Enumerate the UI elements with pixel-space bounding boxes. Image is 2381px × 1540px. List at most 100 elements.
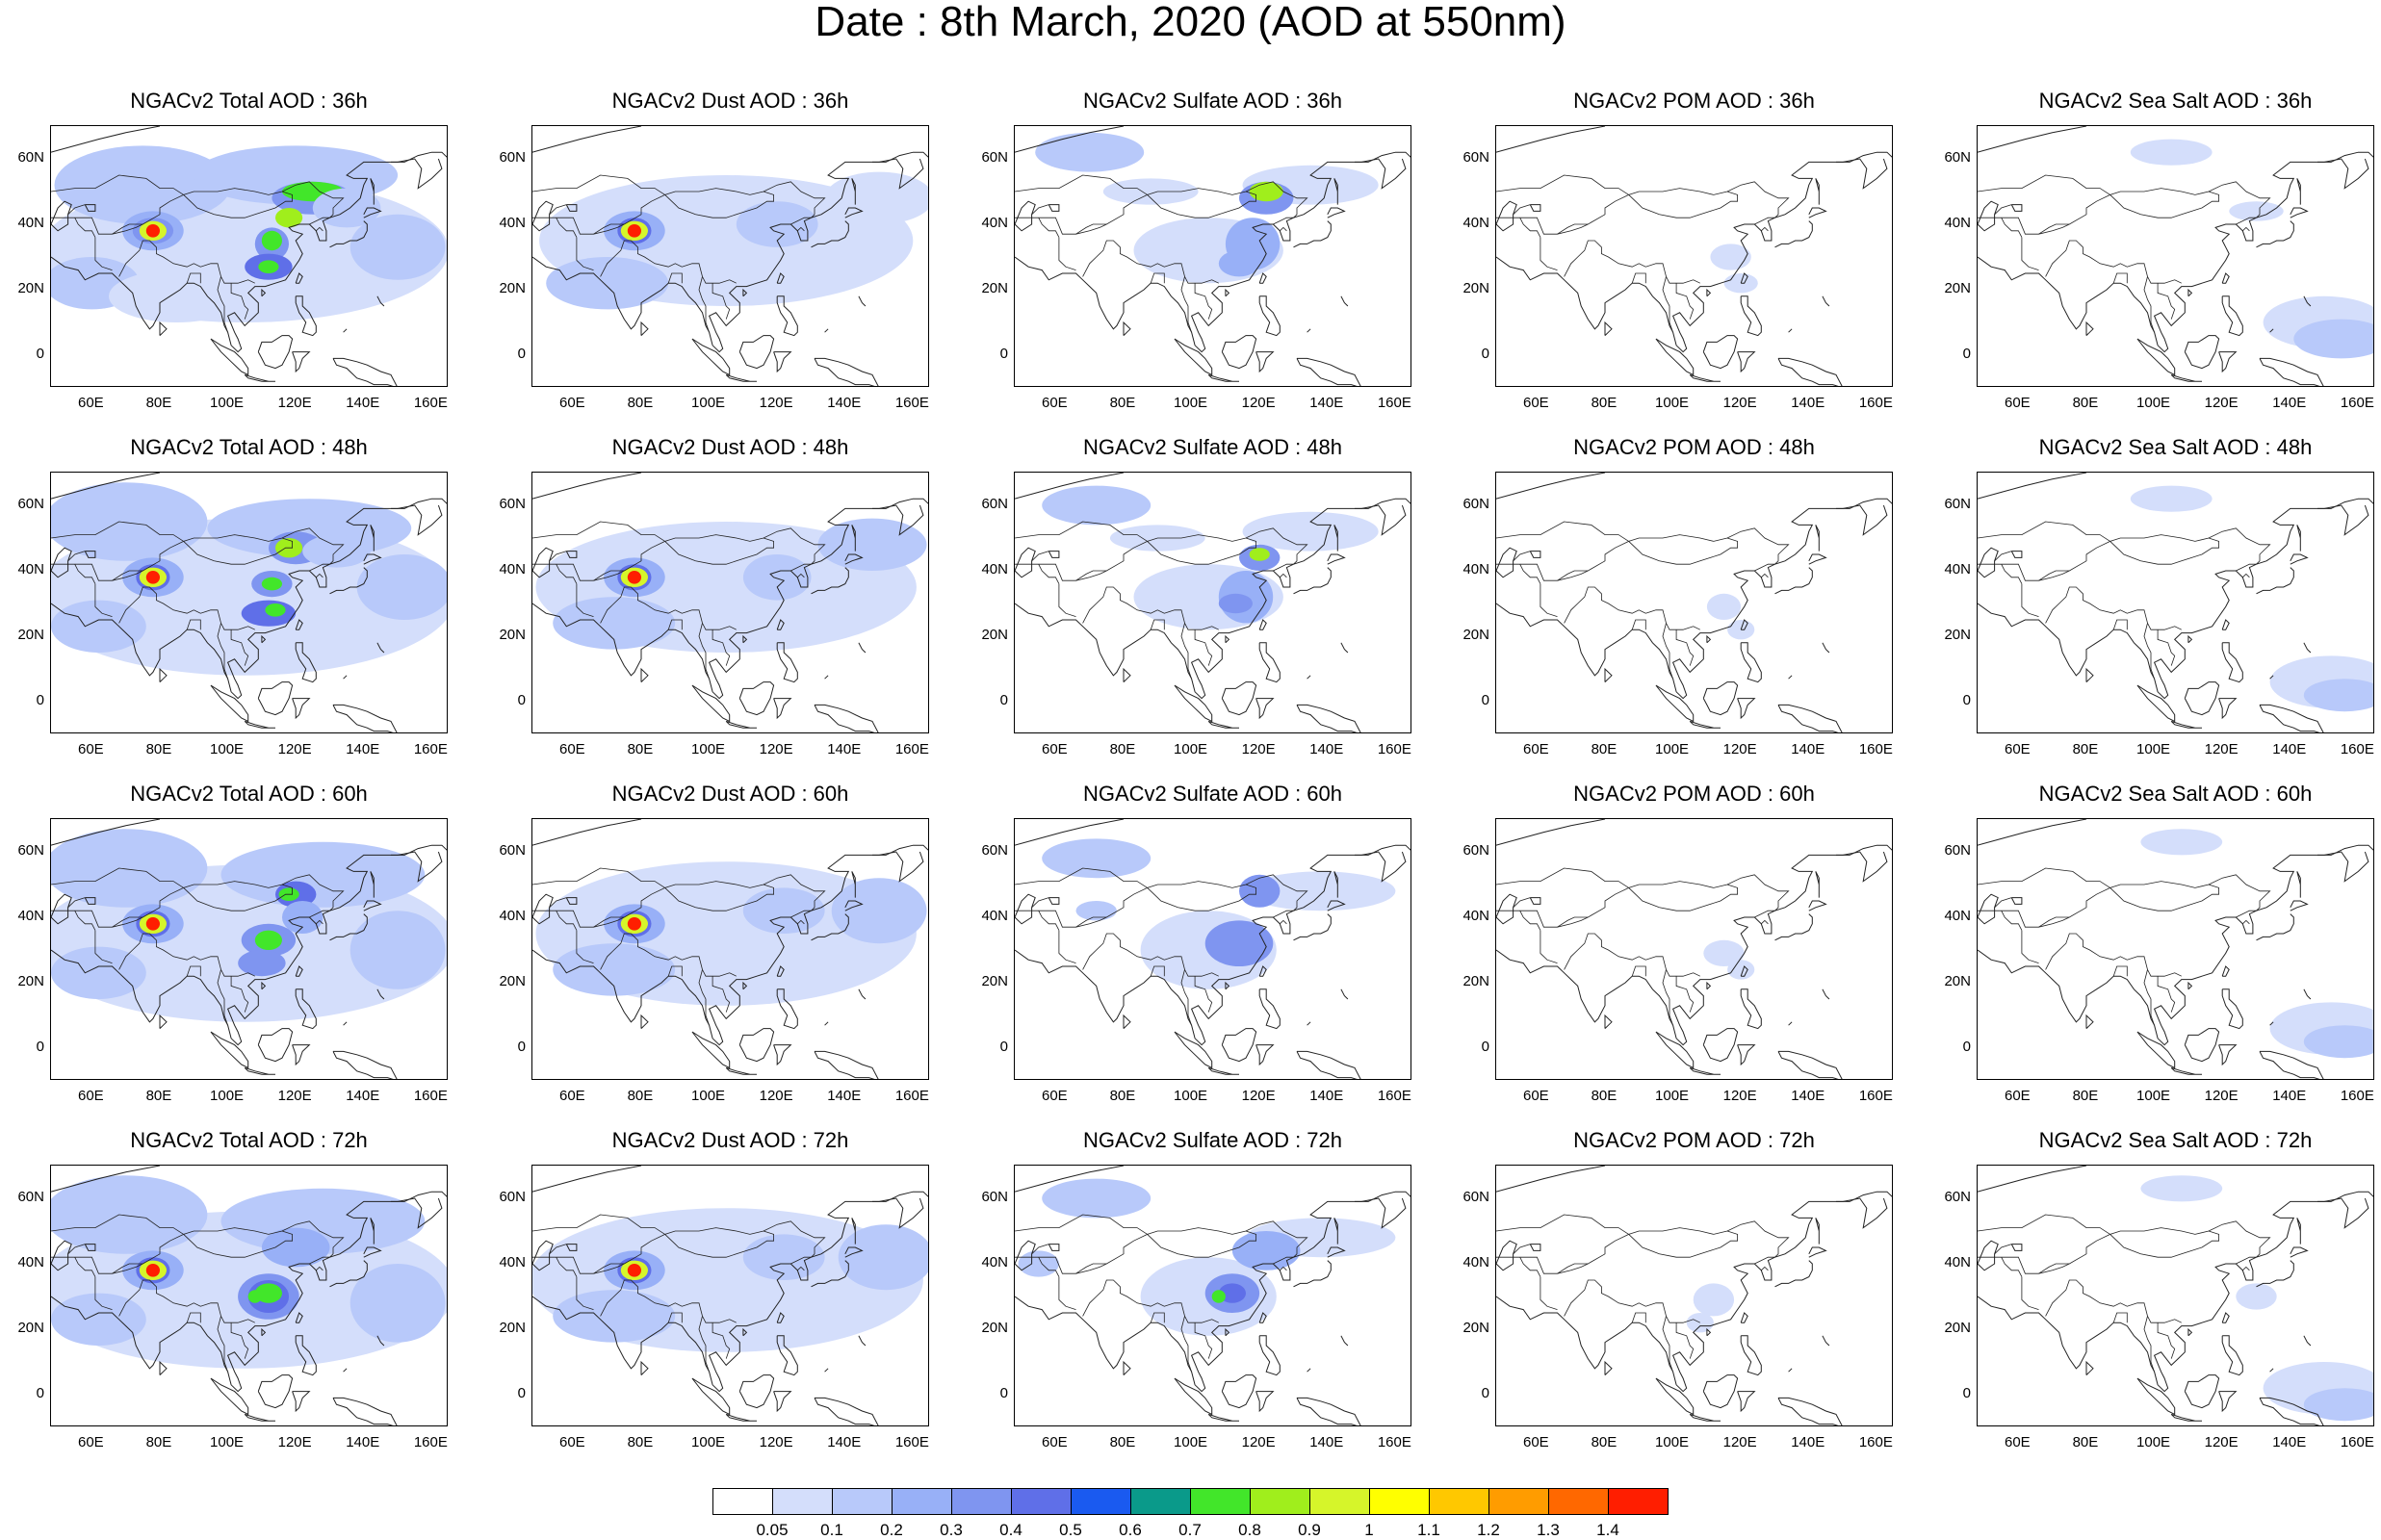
lon-tick-label: 80E (1591, 1434, 1618, 1450)
coastline (295, 295, 317, 337)
coastline (84, 551, 96, 558)
country-border (698, 276, 710, 333)
country-border (2045, 1279, 2182, 1323)
coastline (1293, 220, 1332, 248)
lon-tick-label: 60E (558, 741, 585, 757)
coastline (2085, 1360, 2094, 1375)
coastline (532, 200, 554, 232)
map-canvas (532, 473, 928, 732)
aod-map (1495, 125, 1893, 387)
coastline (1808, 900, 1827, 911)
lon-tick-label: 100E (1655, 1434, 1690, 1450)
aod-field (1727, 960, 1755, 980)
aod-field (1239, 874, 1281, 908)
lon-tick-label: 100E (1174, 1088, 1208, 1104)
coastline (1174, 338, 1213, 376)
coastline (376, 1335, 385, 1347)
coastline (2256, 220, 2294, 248)
aod-field (261, 1227, 330, 1268)
country-border (1675, 976, 1695, 1013)
lon-tick-label: 100E (691, 741, 726, 757)
lat-tick-label: 60N (1462, 496, 1489, 512)
country-border (1015, 181, 1308, 235)
panel-title: NGACv2 Sea Salt AOD : 48h (2038, 435, 2313, 459)
coastline (1327, 1246, 1346, 1258)
country-border (1513, 897, 1531, 909)
country-border (1075, 570, 1107, 581)
colorbar-label: 0.2 (880, 1521, 903, 1539)
lat-tick-label: 40N (1462, 1254, 1489, 1270)
lon-tick-label: 120E (1241, 395, 1276, 411)
colorbar-swatch (1071, 1488, 1131, 1515)
coastline (1978, 893, 1999, 925)
lon-tick-label: 120E (1722, 741, 1757, 757)
country-border (2109, 537, 2220, 565)
coastline (1333, 525, 1338, 552)
country-border (1280, 226, 1287, 232)
coastline (1836, 844, 1892, 856)
country-border (1564, 240, 1700, 284)
country-border (1496, 527, 1790, 581)
lon-tick-label: 120E (2204, 1088, 2239, 1104)
country-border (217, 969, 228, 1026)
lon-tick-label: 100E (691, 1088, 726, 1104)
country-border (1147, 884, 1257, 911)
coastline (2184, 1028, 2220, 1063)
coastline (1225, 1327, 1230, 1337)
aod-field (1042, 485, 1152, 526)
lon-tick-label: 140E (827, 1434, 862, 1450)
lon-tick-label: 100E (210, 1088, 245, 1104)
coastline (84, 204, 96, 212)
panel-title: NGACv2 Dust AOD : 72h (611, 1128, 849, 1152)
coastline (1221, 1374, 1257, 1409)
coastline (159, 1014, 168, 1029)
lat-tick-label: 40N (1462, 561, 1489, 578)
coastline (1293, 567, 1332, 595)
lat-tick-label: 0 (36, 1039, 44, 1055)
coastline (329, 1260, 368, 1288)
coastline (363, 553, 382, 565)
lat-tick-label: 20N (981, 627, 1008, 643)
coastline (1978, 851, 2369, 1046)
coastline (1048, 551, 1060, 558)
lon-tick-label: 140E (346, 395, 380, 411)
coastline (640, 1014, 649, 1029)
country-border (1631, 1312, 1646, 1323)
country-border (664, 191, 775, 218)
country-border (1031, 897, 1049, 909)
country-border (51, 867, 184, 888)
coastline (2221, 1335, 2243, 1376)
country-border (1675, 629, 1695, 666)
lon-tick-label: 100E (691, 395, 726, 411)
country-border (593, 223, 625, 235)
country-border (712, 283, 731, 320)
coastline (1604, 1014, 1613, 1029)
lon-tick-label: 160E (894, 741, 929, 757)
colorbar-swatch (1309, 1488, 1370, 1515)
lat-tick-label: 60N (17, 1189, 44, 1205)
country-border (2001, 911, 2023, 931)
lon-tick-label: 120E (1241, 741, 1276, 757)
coastline (532, 158, 924, 353)
country-border (1675, 1322, 1695, 1359)
coastline (1496, 158, 1888, 353)
lat-tick-label: 20N (17, 280, 44, 296)
lat-tick-label: 60N (17, 842, 44, 859)
coastline (1706, 288, 1712, 297)
map-canvas (1015, 819, 1410, 1079)
lat-tick-label: 40N (17, 561, 44, 578)
colorbar-label: 1.1 (1417, 1521, 1440, 1539)
coastline (738, 1374, 775, 1409)
country-border (309, 217, 330, 225)
lon-tick-label: 120E (1722, 395, 1757, 411)
coastline (814, 1397, 879, 1425)
lon-tick-label: 60E (1522, 1434, 1549, 1450)
coastline (244, 373, 275, 382)
country-border (2157, 1322, 2176, 1359)
country-border (1519, 911, 1541, 931)
map-canvas (1496, 1166, 1892, 1425)
coastline (532, 1240, 554, 1271)
coastline (1296, 1050, 1361, 1079)
coastline (773, 1044, 792, 1066)
coastline (1221, 1028, 1257, 1063)
